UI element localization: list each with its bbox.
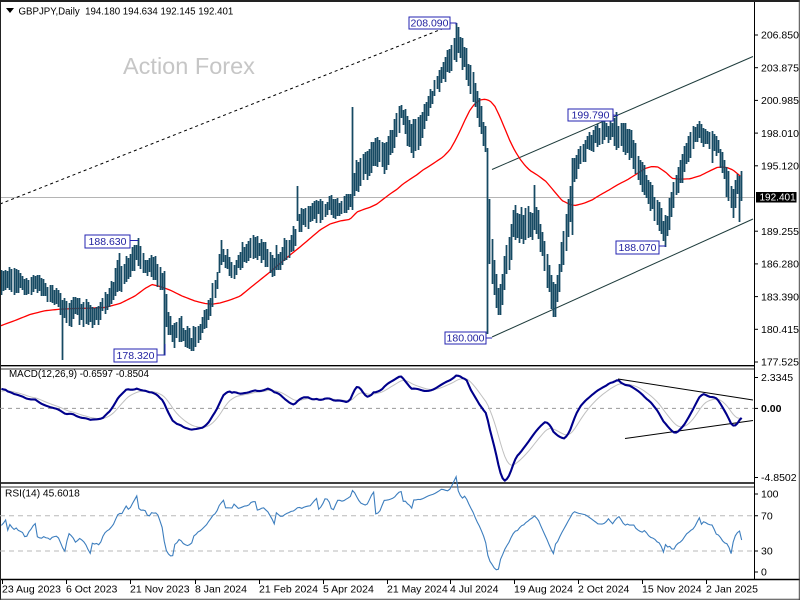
svg-text:2 Oct 2024: 2 Oct 2024 [578, 584, 630, 596]
svg-text:MACD(12,26,9) -0.6597 -0.8504: MACD(12,26,9) -0.6597 -0.8504 [9, 369, 150, 380]
svg-text:200.985: 200.985 [761, 95, 799, 107]
svg-text:198.010: 198.010 [761, 128, 799, 140]
svg-text:2.3345: 2.3345 [761, 372, 793, 384]
svg-text:0.00: 0.00 [761, 403, 782, 415]
svg-text:206.850: 206.850 [761, 30, 799, 42]
svg-text:192.401: 192.401 [760, 193, 797, 204]
svg-text:21 Nov 2023: 21 Nov 2023 [130, 584, 190, 596]
svg-text:21 May 2024: 21 May 2024 [387, 584, 448, 596]
svg-text:100: 100 [761, 489, 779, 501]
svg-text:199.790: 199.790 [572, 110, 610, 122]
svg-text:RSI(14) 45.6018: RSI(14) 45.6018 [5, 489, 80, 500]
svg-text:70: 70 [761, 510, 773, 522]
svg-text:195.120: 195.120 [761, 161, 799, 173]
svg-text:15 Nov 2024: 15 Nov 2024 [642, 584, 702, 596]
svg-text:-4.8502: -4.8502 [761, 472, 797, 484]
svg-text:188.070: 188.070 [619, 242, 657, 254]
svg-text:GBPJPY,Daily 194.180 194.634: GBPJPY,Daily 194.180 194.634 192.145 192… [19, 7, 234, 18]
svg-text:203.875: 203.875 [761, 62, 799, 74]
svg-text:5 Apr 2024: 5 Apr 2024 [323, 584, 374, 596]
svg-text:30: 30 [761, 546, 773, 558]
svg-text:180.415: 180.415 [761, 324, 799, 336]
svg-text:189.255: 189.255 [761, 226, 799, 238]
svg-text:208.090: 208.090 [411, 18, 449, 30]
svg-text:19 Aug 2024: 19 Aug 2024 [514, 584, 573, 596]
svg-text:186.280: 186.280 [761, 259, 799, 271]
svg-text:183.390: 183.390 [761, 291, 799, 303]
svg-text:8 Jan 2024: 8 Jan 2024 [195, 584, 247, 596]
svg-text:23 Aug 2023: 23 Aug 2023 [2, 584, 61, 596]
svg-text:21 Feb 2024: 21 Feb 2024 [259, 584, 318, 596]
svg-text:6 Oct 2023: 6 Oct 2023 [66, 584, 118, 596]
svg-text:4 Jul 2024: 4 Jul 2024 [450, 584, 499, 596]
svg-text:0: 0 [761, 567, 767, 579]
svg-text:178.320: 178.320 [117, 350, 155, 362]
svg-text:180.000: 180.000 [447, 333, 485, 345]
svg-text:2 Jan 2025: 2 Jan 2025 [706, 584, 758, 596]
svg-text:Action Forex: Action Forex [123, 53, 255, 79]
svg-text:188.630: 188.630 [89, 236, 127, 248]
svg-text:177.525: 177.525 [761, 357, 799, 369]
